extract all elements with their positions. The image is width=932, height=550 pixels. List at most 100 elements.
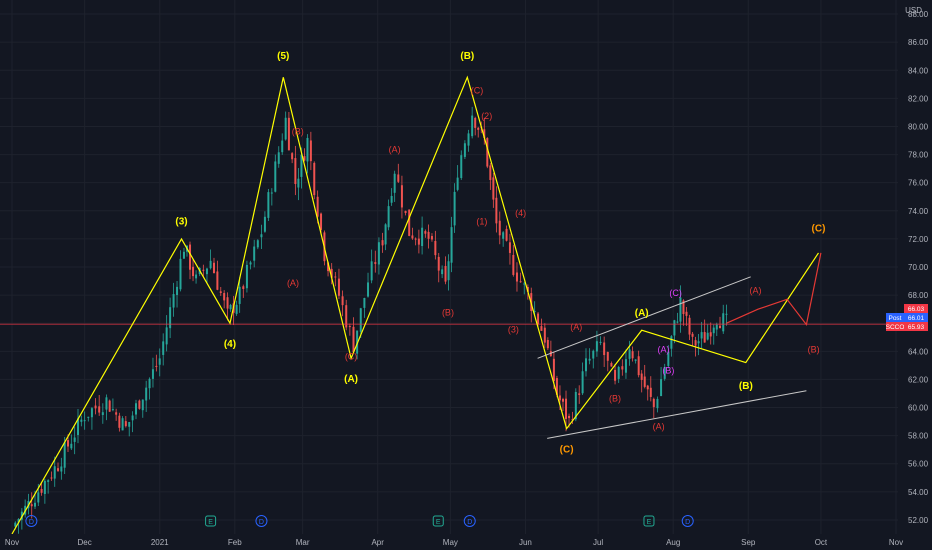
candle-body (568, 415, 571, 419)
candle-body (108, 400, 111, 412)
candle-body (40, 489, 43, 493)
badge-value: 65.93 (908, 324, 925, 331)
wave-line-projection (726, 252, 822, 327)
candle-body (242, 286, 245, 289)
candle-body (427, 231, 430, 239)
candle-body (83, 420, 86, 422)
event-marker-letter: E (436, 519, 441, 526)
candle-body (700, 332, 703, 339)
candle-body (306, 137, 309, 162)
candle-body (216, 271, 219, 290)
price-tick-label: 88.00 (908, 10, 929, 19)
price-axis[interactable] (898, 0, 932, 534)
candle-body (138, 400, 141, 409)
dividend-marker (463, 515, 476, 527)
candle-body (384, 224, 387, 245)
candle-body (111, 409, 114, 411)
price-tick-label: 74.00 (908, 207, 929, 216)
event-marker-letter: D (29, 519, 34, 526)
candle-body (105, 397, 108, 410)
candle-body (124, 421, 127, 427)
candle-body (169, 307, 172, 329)
elliott-wave-drawings[interactable] (11, 75, 822, 535)
price-tick-label: 60.00 (908, 404, 929, 413)
candle-body (703, 332, 706, 343)
candle-body (691, 333, 694, 337)
candle-body (719, 325, 722, 329)
time-axis-labels: Nov Dec 2021 Feb Mar Apr May Jun Jul Aug Sep Oct Nov (5, 538, 903, 547)
candle-body (165, 327, 168, 345)
candle-body (474, 117, 477, 128)
candle-body (555, 378, 558, 395)
candle-body (387, 206, 390, 228)
earnings-marker (643, 515, 655, 527)
candle-body (679, 297, 682, 322)
candle-body (715, 324, 718, 330)
candle-body (73, 437, 76, 442)
candle-body (502, 232, 505, 239)
candle-body (467, 133, 470, 146)
time-tick-label: Nov (5, 538, 19, 547)
candle-body (43, 480, 46, 494)
candle-body (189, 244, 192, 270)
price-tick-label: 76.00 (908, 179, 929, 188)
candle-body (404, 210, 407, 214)
candle-body (205, 268, 208, 275)
candle-body (115, 412, 118, 415)
candle-body (471, 115, 474, 137)
event-marker-letter: D (467, 519, 472, 526)
candle-body (76, 418, 79, 435)
candle-body (492, 177, 495, 200)
candle-body (67, 440, 70, 447)
candle-body (70, 443, 73, 449)
candle-body (356, 330, 359, 354)
badge-label: Post (888, 315, 901, 322)
time-tick-label: 2021 (151, 538, 169, 547)
candle-body (284, 117, 287, 140)
candle-body (673, 320, 676, 336)
wave-label: (C) (669, 288, 682, 298)
candle-body (477, 127, 480, 130)
candle-body (374, 262, 377, 264)
price-tick-label: 80.00 (908, 122, 929, 131)
price-tick-label: 56.00 (908, 460, 929, 469)
candle-body (519, 281, 522, 283)
candle-body (498, 220, 501, 236)
candle-body (270, 192, 273, 194)
candle-body (505, 228, 508, 241)
candle-body (245, 264, 248, 289)
wave-label: (B) (808, 344, 820, 354)
wave-label: (A) (570, 322, 582, 332)
candle-body (98, 406, 101, 413)
wave-label: (B) (609, 393, 621, 403)
candle-body (118, 415, 121, 428)
price-tick-label: 64.00 (908, 347, 929, 356)
wave-label: (4) (224, 339, 236, 350)
wave-label: (A) (287, 278, 299, 288)
earnings-marker (432, 515, 444, 527)
candle-body (444, 265, 447, 282)
candle-body (226, 297, 229, 309)
candle-body (483, 129, 486, 138)
candle-body (578, 393, 581, 395)
candle-body (634, 359, 637, 361)
candle-body (584, 358, 587, 372)
candle-body (414, 238, 417, 240)
time-axis[interactable] (0, 534, 932, 550)
candle-body (688, 317, 691, 335)
price-tick-label: 84.00 (908, 66, 929, 75)
candle-body (588, 358, 591, 361)
candle-body (309, 140, 312, 162)
candle-body (606, 352, 609, 361)
candle-body (359, 308, 362, 332)
candle-body (17, 519, 20, 523)
candle-body (393, 173, 396, 193)
badge-value-box (904, 304, 928, 313)
candle-body (637, 356, 640, 376)
candle-body (685, 311, 688, 316)
candle-body (537, 313, 540, 325)
candle-body (709, 332, 712, 337)
